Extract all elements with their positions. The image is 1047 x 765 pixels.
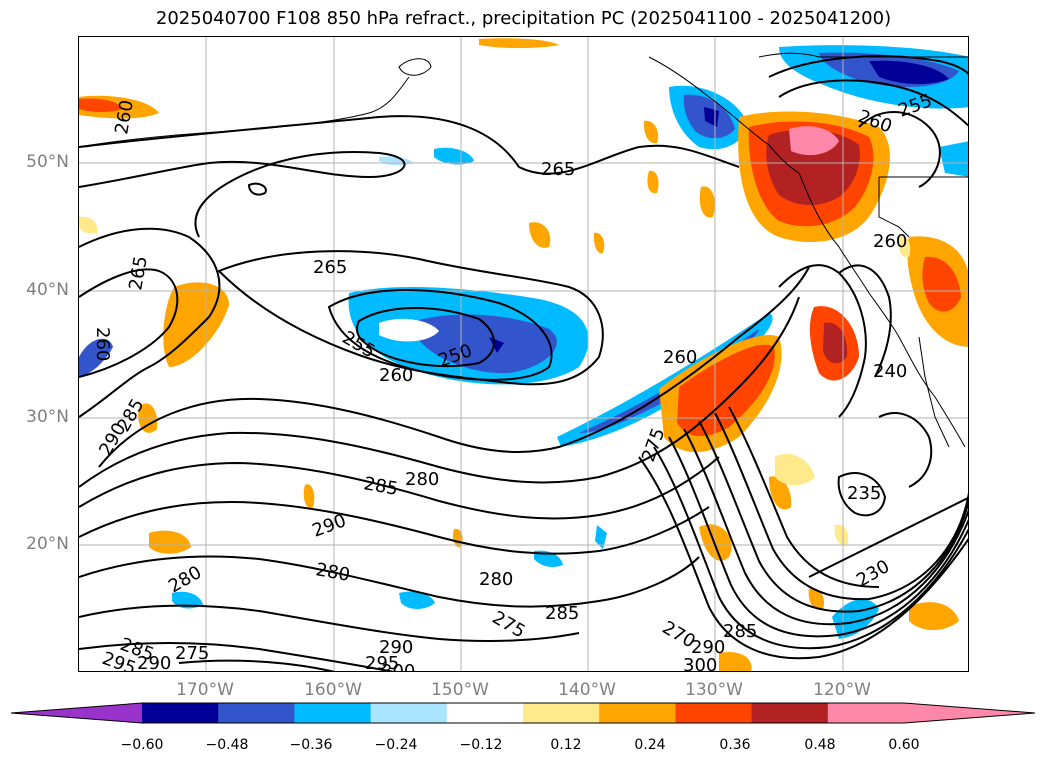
colorbar-tick-label: −0.48 <box>205 737 249 753</box>
colorbar-cell <box>523 703 600 723</box>
colorbar-tick-label: −0.36 <box>289 737 333 753</box>
lat-label-50n: 50°N <box>26 152 69 172</box>
contour-label-260-coast: 260 <box>873 231 907 252</box>
colorbar-min-arrow <box>11 703 142 723</box>
colorbar-tick-label: −0.12 <box>459 737 503 753</box>
colorbar-tick-label: 0.48 <box>804 737 836 753</box>
colorbar-tick-label: 0.36 <box>719 737 751 753</box>
contour-label-275-front: 275 <box>638 425 669 464</box>
contour-label-260-nw: 260 <box>111 98 138 135</box>
colorbar-cell <box>218 703 295 723</box>
lon-label-170w: 170°W <box>176 680 234 700</box>
colorbar-tick-label: −0.60 <box>120 737 164 753</box>
colorbar-tick-label: 0.60 <box>888 737 920 753</box>
contour-label-265-north: 265 <box>541 159 575 180</box>
contour-label-290-mid: 290 <box>310 510 349 541</box>
shading-positive <box>79 38 968 671</box>
contour-label-260-west: 260 <box>92 327 113 361</box>
contour-label-290-south: 290 <box>691 637 725 658</box>
colorbar-cell <box>446 703 524 723</box>
contour-label-280-south: 280 <box>314 559 351 586</box>
contour-label-260-east: 260 <box>663 347 697 368</box>
colorbar-cell <box>599 703 676 723</box>
colorbar-cell <box>370 703 448 723</box>
contour-label-290-sw-corner: 290 <box>137 653 171 672</box>
lon-label-130w: 130°W <box>685 680 743 700</box>
contour-label-265-west: 265 <box>125 254 152 291</box>
map-panel: 265 265 260 260 255 255 250 260 260 265 … <box>78 36 969 672</box>
graticule <box>79 37 968 671</box>
colorbar-tick-label: 0.24 <box>634 737 666 753</box>
contour-label-275-sw-corner: 275 <box>175 643 209 664</box>
lat-label-40n: 40°N <box>26 280 69 300</box>
contour-label-280-mid: 280 <box>405 469 439 490</box>
contour-label-285-south: 285 <box>545 603 579 624</box>
colorbar-cell <box>142 703 219 723</box>
shading-light-positive <box>79 216 911 546</box>
coastlines <box>79 52 968 448</box>
shading-negative <box>79 45 968 639</box>
contour-label-285-se: 285 <box>723 621 757 642</box>
contour-label-285-mid: 285 <box>362 473 399 500</box>
contour-label-235: 235 <box>847 483 881 504</box>
lon-label-140w: 140°W <box>558 680 616 700</box>
colorbar-tick-label: 0.12 <box>550 737 582 753</box>
contour-label-265-central: 265 <box>313 257 347 278</box>
map-title: 2025040700 F108 850 hPa refract., precip… <box>155 8 892 29</box>
contour-label-300-south: 300 <box>683 655 717 672</box>
colorbar-max-arrow <box>904 703 1035 723</box>
contour-label-300-bottom: 300 <box>381 661 415 672</box>
contour-label-295-bottom: 295 <box>365 653 399 672</box>
colorbar-cell <box>675 703 753 723</box>
contour-label-275-south: 275 <box>489 607 529 642</box>
lon-label-150w: 150°W <box>431 680 489 700</box>
contour-label-290-bottom: 290 <box>379 637 413 658</box>
map-canvas: 265 265 260 260 255 255 250 260 260 265 … <box>79 37 968 672</box>
refractivity-contours <box>79 55 968 671</box>
colorbar-cell <box>751 703 829 723</box>
colorbar-cell <box>827 703 905 723</box>
lon-label-120w: 120°W <box>813 680 871 700</box>
contour-label-240: 240 <box>873 361 907 382</box>
contour-label-260-low: 260 <box>379 365 413 386</box>
colorbar-cell <box>294 703 372 723</box>
colorbar <box>10 702 1036 724</box>
lat-label-20n: 20°N <box>26 534 69 554</box>
lat-label-30n: 30°N <box>26 407 69 427</box>
colorbar-tick-label: −0.24 <box>374 737 418 753</box>
lon-label-160w: 160°W <box>304 680 362 700</box>
contour-label-280-se: 280 <box>479 569 513 590</box>
contour-label-group: 265 265 260 260 255 255 250 260 260 265 … <box>92 90 935 672</box>
